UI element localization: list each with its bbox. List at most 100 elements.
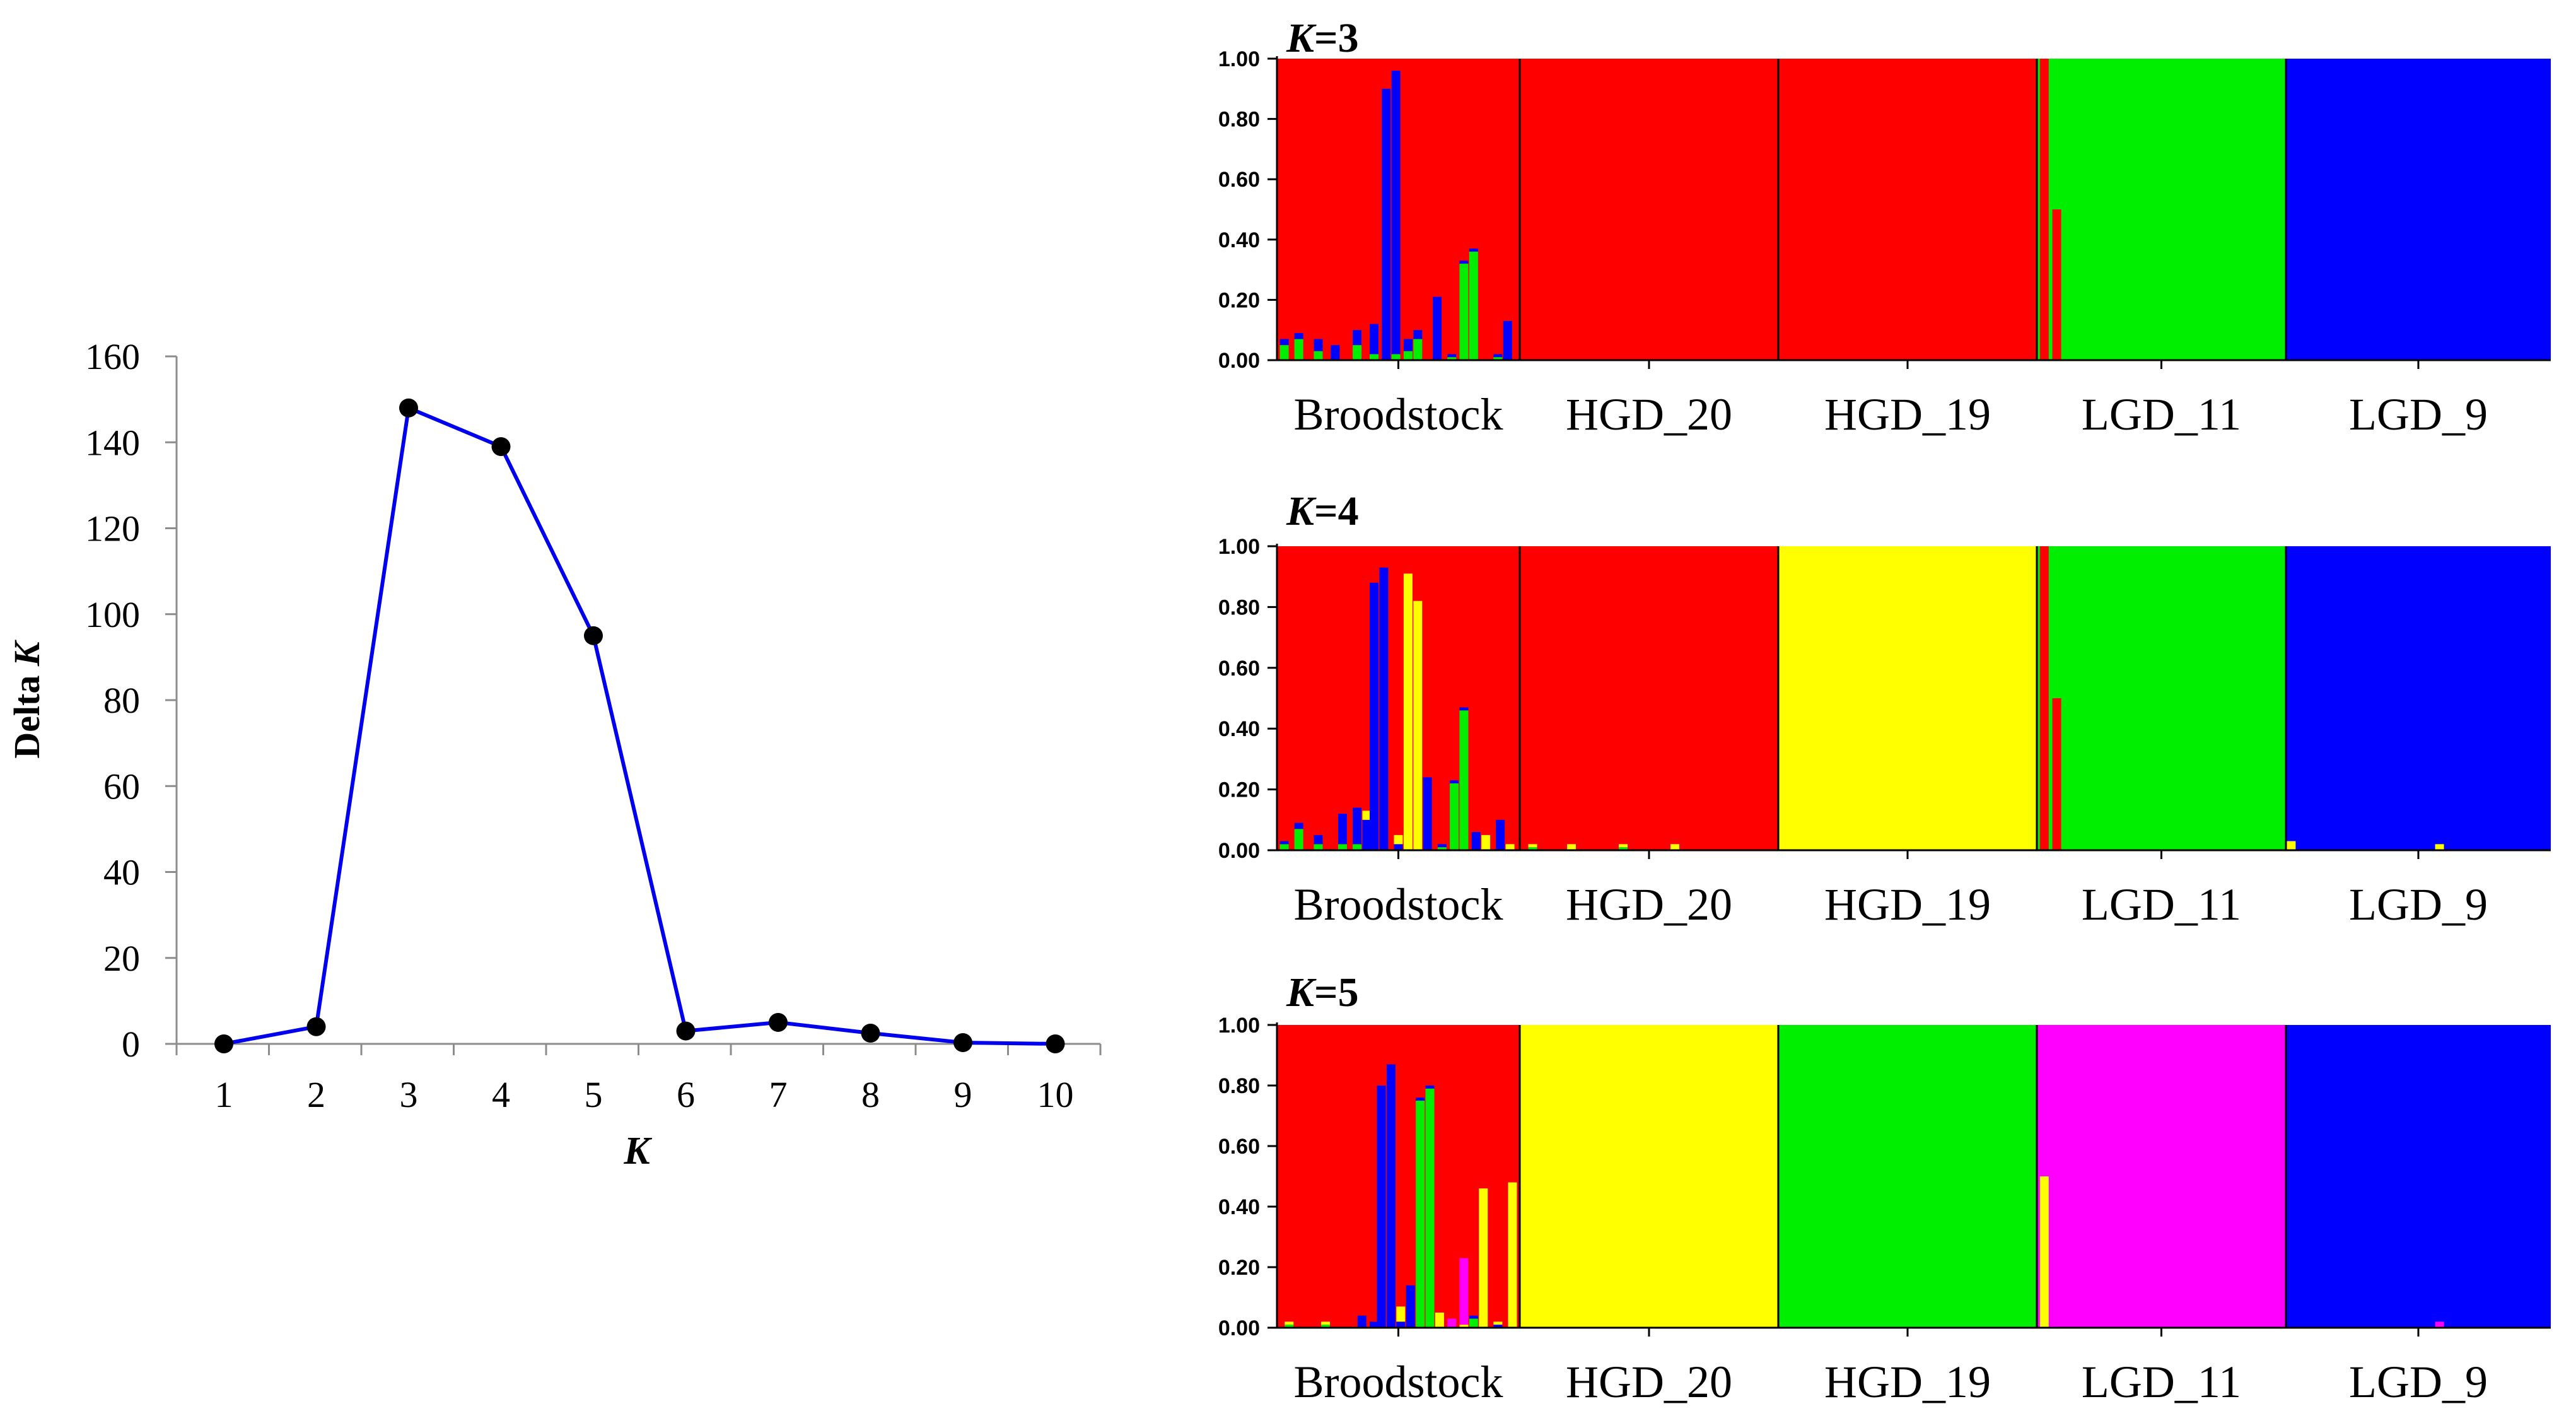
y-tick-label: 0.20 — [1218, 288, 1260, 312]
individual-bar-segment — [2052, 698, 2061, 850]
x-tick-label: 5 — [585, 1074, 603, 1115]
population-block — [2286, 546, 2551, 850]
population-block — [2286, 1025, 2551, 1328]
y-tick-label: 0.60 — [1218, 168, 1260, 192]
individual-bar-segment — [1437, 847, 1447, 850]
data-point — [214, 1034, 233, 1053]
individual-bar-segment — [1394, 844, 1403, 850]
individual-bar-segment — [1403, 339, 1413, 351]
individual-bar-segment — [1469, 249, 1478, 252]
individual-bar-segment — [1353, 345, 1362, 360]
individual-bar-segment — [1377, 1086, 1386, 1328]
panel-title: K=3 — [1286, 15, 1359, 61]
panel-title-var: K — [1286, 15, 1317, 61]
population-block — [1520, 546, 1778, 850]
individual-bar-segment — [1391, 71, 1401, 354]
y-tick-label: 40 — [103, 852, 140, 893]
population-label: HGD_20 — [1566, 389, 1732, 440]
delta-k-markers — [214, 398, 1065, 1053]
x-tick-labels: 1 2 3 4 5 6 7 8 9 10 — [215, 1074, 1074, 1115]
individual-bar-segment — [1469, 1315, 1478, 1319]
individual-bar-segment — [1479, 1188, 1488, 1328]
population-block — [1277, 546, 1520, 850]
individual-bar-segment — [1370, 582, 1378, 850]
individual-bar-segment — [1379, 567, 1389, 850]
x-axis-label: K — [623, 1130, 652, 1173]
population-label: HGD_19 — [1824, 389, 1991, 440]
individual-bar-segment — [1279, 844, 1289, 850]
individual-bar-segment — [1437, 844, 1447, 848]
individual-bar-segment — [1447, 354, 1457, 358]
individual-bar-segment — [1314, 351, 1323, 360]
individual-bar-segment — [1471, 832, 1481, 850]
y-tick-label: 0.80 — [1218, 595, 1260, 619]
individual-bar-segment — [1338, 844, 1347, 850]
structure-plot-k3: K=3 0.00 0.20 0.40 0.60 0.80 1.00 Broodstock HG… — [1218, 15, 2551, 440]
individual-bar-segment — [1406, 1285, 1415, 1328]
population-block — [2037, 1025, 2286, 1328]
population-label: LGD_11 — [2082, 389, 2241, 440]
individual-bar-segment — [1496, 819, 1505, 850]
x-tick-label: 4 — [492, 1074, 510, 1115]
individual-bar-segment — [1331, 345, 1340, 360]
individual-bar-segment — [2039, 1176, 2049, 1328]
individual-bar-segment — [1413, 330, 1423, 339]
individual-bar-segment — [1447, 1318, 1457, 1328]
individual-bar-segment — [1279, 345, 1289, 360]
individual-bar-segment — [1353, 844, 1362, 850]
individual-bar-segment — [1619, 847, 1628, 850]
individual-bar-segment — [1459, 1258, 1469, 1325]
y-tick-label: 0.80 — [1218, 1074, 1260, 1098]
y-grid-ticks — [165, 355, 177, 1045]
individual-bar-segment — [1314, 844, 1323, 850]
population-block — [1778, 59, 2037, 360]
structure-plot-k5: K=5 0.00 0.20 0.40 0.60 0.80 1.00 Broodstock HG… — [1218, 969, 2551, 1407]
individual-bar-segment — [1396, 1321, 1406, 1328]
y-tick-label: 0.40 — [1218, 717, 1260, 741]
population-block — [2286, 59, 2551, 360]
y-tick-label: 1.00 — [1218, 1014, 1260, 1038]
panel-title-rest: =3 — [1314, 15, 1359, 61]
individual-bar-segment — [1435, 1313, 1444, 1328]
individual-bar-segment — [1391, 354, 1401, 360]
individual-bar-segment — [1353, 330, 1362, 346]
individual-bar-segment — [2435, 844, 2444, 850]
data-point — [1046, 1034, 1065, 1053]
individual-bar-segment — [1370, 1321, 1378, 1328]
y-axis-label-var: K — [6, 640, 47, 667]
data-point — [306, 1017, 326, 1036]
individual-bar-segment — [1505, 844, 1515, 850]
population-label: HGD_20 — [1566, 879, 1732, 930]
individual-bar-segment — [1413, 339, 1423, 360]
individual-bar-segment — [2039, 546, 2049, 850]
y-axis-label-prefix: Delta — [6, 666, 47, 759]
data-point — [676, 1021, 696, 1041]
individual-bar-segment — [1459, 264, 1469, 360]
individual-bar-segment — [1394, 834, 1403, 845]
population-label: Broodstock — [1294, 879, 1503, 930]
population-label: LGD_11 — [2082, 1357, 2241, 1407]
individual-bar-segment — [1413, 600, 1423, 850]
y-tick-label: 160 — [85, 336, 140, 377]
x-tick-label: 10 — [1037, 1074, 1074, 1115]
y-tick-label: 100 — [85, 594, 140, 635]
y-tick-label: 1.00 — [1218, 47, 1260, 71]
data-point — [399, 398, 418, 418]
population-block — [1778, 1025, 2037, 1328]
y-tick-labels: 0 20 40 60 80 100 120 140 160 — [85, 336, 140, 1065]
y-axis-label: Delta K — [6, 640, 47, 759]
individual-bar-segment — [1450, 780, 1459, 783]
individual-bar-segment — [1503, 320, 1512, 360]
population-label: Broodstock — [1294, 1357, 1503, 1407]
individual-bar-segment — [1508, 1182, 1517, 1328]
individual-bar-segment — [1382, 88, 1391, 361]
individual-bar-segment — [1285, 1325, 1294, 1328]
panel-title-rest: =5 — [1314, 969, 1359, 1015]
y-tick-label: 140 — [85, 422, 140, 463]
individual-bar-segment — [1493, 357, 1503, 360]
population-block — [1520, 59, 1778, 360]
individual-bar-segment — [2435, 1321, 2444, 1328]
individual-bar-segment — [1321, 1325, 1330, 1328]
population-label: LGD_9 — [2349, 879, 2488, 930]
y-tick-label: 0.40 — [1218, 228, 1260, 252]
